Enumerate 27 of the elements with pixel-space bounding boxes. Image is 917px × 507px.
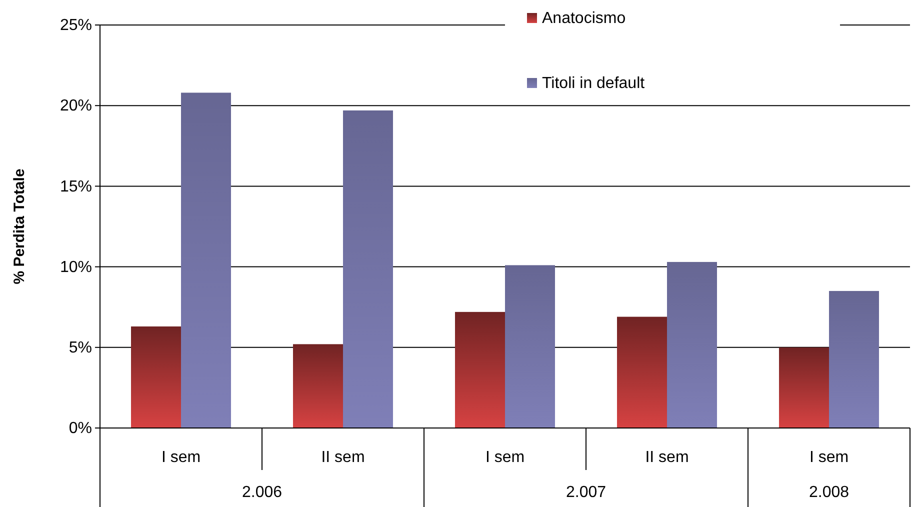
x-tick-label: II sem (321, 449, 365, 466)
x-tick-label: I sem (485, 449, 525, 466)
bar (779, 347, 829, 428)
legend-label: Anatocismo (542, 10, 626, 27)
y-tick-label: 10% (60, 258, 92, 276)
bar (829, 290, 879, 428)
x-tick-label: I sem (161, 449, 201, 466)
bar (455, 312, 505, 428)
bar (293, 344, 343, 428)
text: 2.008 (808, 484, 850, 501)
y-axis-title: % Perdita Totale (11, 168, 28, 284)
y-tick-label: 5% (68, 340, 92, 357)
bar (617, 316, 667, 428)
y-tick-label: 15% (60, 178, 92, 196)
legend-label: Titoli in default (542, 75, 646, 92)
text: 2.006 (242, 484, 282, 501)
bar (343, 110, 393, 428)
x-tick-label: II sem (645, 449, 689, 466)
bar (505, 265, 555, 428)
y-tick-label: 20% (60, 98, 92, 115)
x-tick-label: I sem (809, 449, 849, 466)
bar (667, 262, 717, 428)
bar (131, 326, 181, 428)
y-tick-label: 0% (68, 420, 92, 438)
bar (181, 92, 231, 428)
y-tick-label: 25% (60, 17, 92, 34)
text: 2.007 (566, 484, 606, 501)
